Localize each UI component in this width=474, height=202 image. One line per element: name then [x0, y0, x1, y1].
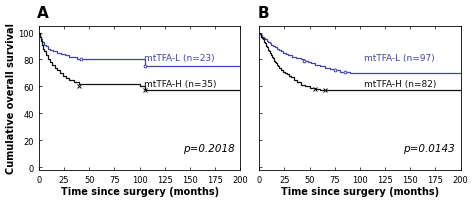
Text: mtTFA-H (n=35): mtTFA-H (n=35) — [144, 80, 216, 88]
Y-axis label: Cumulative overall survival: Cumulative overall survival — [6, 23, 16, 174]
Text: mtTFA-L (n=97): mtTFA-L (n=97) — [364, 54, 435, 63]
X-axis label: Time since surgery (months): Time since surgery (months) — [281, 186, 439, 197]
X-axis label: Time since surgery (months): Time since surgery (months) — [61, 186, 219, 197]
Text: p=0.2018: p=0.2018 — [182, 143, 234, 153]
Text: mtTFA-L (n=23): mtTFA-L (n=23) — [144, 54, 214, 63]
Text: B: B — [257, 6, 269, 21]
Text: A: A — [37, 6, 49, 21]
Text: p=0.0143: p=0.0143 — [403, 143, 455, 153]
Text: mtTFA-H (n=82): mtTFA-H (n=82) — [364, 80, 436, 88]
